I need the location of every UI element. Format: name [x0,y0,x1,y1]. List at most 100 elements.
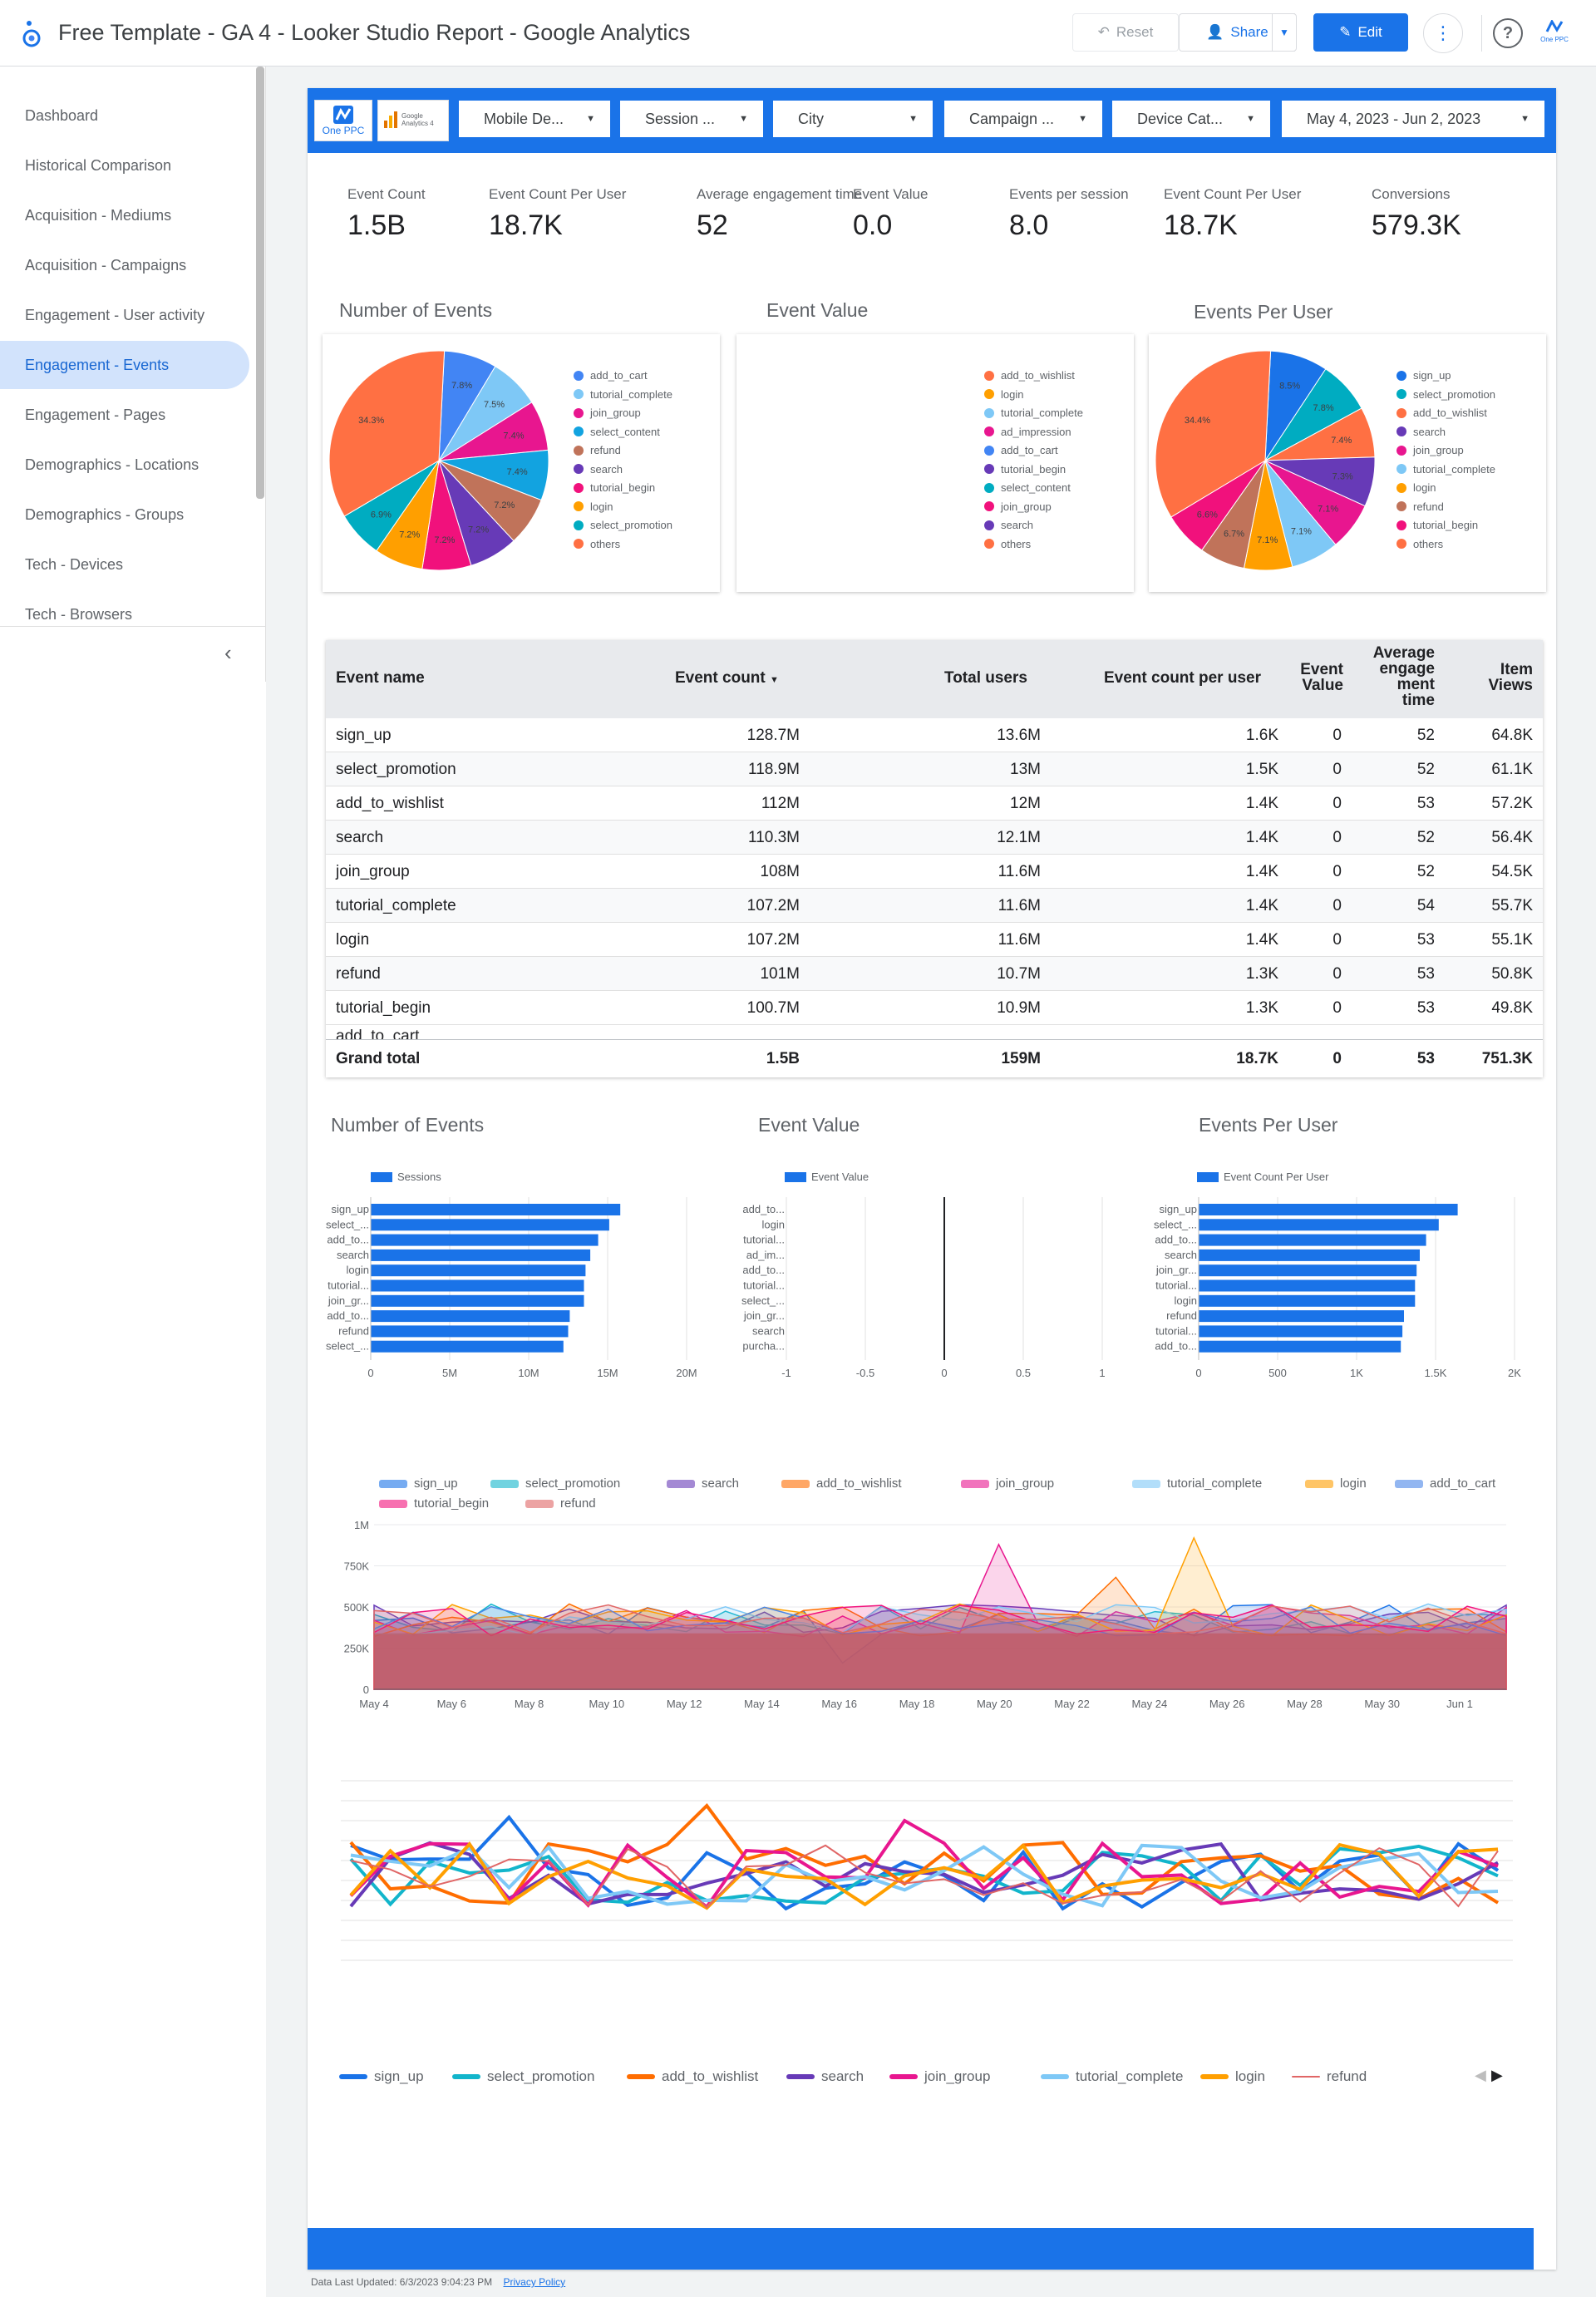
filter-city[interactable]: City ▼ [773,101,933,137]
scorecard-average-engagement-time[interactable]: Average engagement time 52 [697,186,862,242]
legend-item[interactable]: others [574,538,620,550]
help-icon[interactable]: ? [1493,18,1523,48]
legend-item[interactable]: join_group [984,500,1052,513]
line-series[interactable] [350,1843,1499,1908]
legend-item[interactable]: login [574,500,613,513]
bar-chart-events-per-user[interactable]: 0 500 1K 1.5K 2Ksign_upselect_...add_to...se… [1139,1190,1538,1398]
col-event-name[interactable]: Event name [336,669,425,687]
sidebar-item-engagement-events[interactable]: Engagement - Events [0,341,249,389]
legend-item[interactable]: search [574,463,623,476]
sidebar-item-tech-browsers[interactable]: Tech - Browsers [25,605,133,623]
legend-item[interactable]: refund [525,1496,596,1511]
table-row[interactable]: sign_up 128.7M 13.6M 1.6K 0 52 64.8K [326,718,1543,752]
bar[interactable] [371,1340,564,1353]
bar[interactable] [1199,1294,1416,1307]
pie-chart-events[interactable]: 7.8% 7.5% 7.4% 7.4% 7.2% 7.2% 7.2% 7.2% 6.9% 34.3… [323,334,720,592]
looker-studio-logo-icon[interactable] [22,18,42,48]
col-event-count[interactable]: Event count ▼ [675,670,779,688]
area-chart-events-over-time[interactable]: 0 250K 500K 750K 1M May 4 May 6 May 8 May 10 May … [308,1501,1538,1734]
legend-item[interactable]: select_content [984,481,1071,494]
scorecard-event-value[interactable]: Event Value 0.0 [853,186,928,242]
table-row[interactable]: tutorial_begin 100.7M 10.9M 1.3K 0 53 49.8K [326,991,1543,1025]
filter-mobile-device[interactable]: Mobile De... ▼ [459,101,610,137]
reset-button[interactable]: ↶ Reset [1072,13,1179,52]
pie-slice[interactable] [328,350,446,517]
bar[interactable] [1199,1264,1417,1277]
legend-item[interactable]: search [786,2068,864,2085]
line-series[interactable] [350,1844,1499,1910]
table-row[interactable]: login 107.2M 11.6M 1.4K 0 53 55.1K [326,923,1543,957]
legend-item[interactable]: select_promotion [452,2068,594,2085]
legend-next-icon[interactable]: ▶ [1491,2067,1503,2083]
sidebar-item-acquisition-mediums[interactable]: Acquisition - Mediums [25,206,172,224]
legend-item[interactable]: add_to_cart [984,444,1058,456]
pie-slice[interactable] [1155,350,1272,518]
col-total-users[interactable]: Total users [944,669,1027,687]
legend-item[interactable]: login [1305,1476,1367,1491]
legend-item[interactable]: tutorial_complete [1396,463,1495,476]
table-row[interactable]: refund 101M 10.7M 1.3K 0 53 50.8K [326,957,1543,991]
legend-item[interactable]: join_group [574,407,641,419]
scorecard-event-count-per-user-2[interactable]: Event Count Per User 18.7K [1164,186,1301,242]
bar[interactable] [371,1204,621,1215]
legend-item[interactable]: add_to_wishlist [781,1476,902,1491]
legend-item[interactable]: add_to_wishlist [984,369,1075,382]
bar[interactable] [371,1279,584,1292]
sidebar-item-demographics-groups[interactable]: Demographics - Groups [25,505,185,523]
bar[interactable] [1199,1279,1416,1292]
legend-item[interactable]: select_promotion [574,519,672,531]
legend-item[interactable]: add_to_wishlist [1396,407,1487,419]
line-series[interactable] [349,1841,1499,1910]
bar[interactable] [1199,1249,1420,1261]
legend-prev-icon[interactable]: ◀ [1475,2067,1486,2083]
legend-item[interactable]: refund [1292,2068,1367,2085]
bar[interactable] [371,1219,609,1231]
bar[interactable] [1199,1325,1403,1338]
scorecard-conversions[interactable]: Conversions 579.3K [1372,186,1461,242]
sidebar-item-engagement-pages[interactable]: Engagement - Pages [25,406,166,423]
legend-item[interactable]: select_content [574,426,660,438]
pie-chart-events-per-user[interactable]: 8.5% 7.8% 7.4% 7.3% 7.1% 7.1% 7.1% 6.7% 6.6% 34.4… [1149,334,1546,592]
legend-item[interactable]: tutorial_complete [1041,2068,1183,2085]
legend-item[interactable]: login [984,388,1023,401]
filter-session[interactable]: Session ... ▼ [620,101,763,137]
legend-item[interactable]: tutorial_begin [1396,519,1478,531]
sidebar-item-demographics-locations[interactable]: Demographics - Locations [25,456,200,473]
filter-campaign[interactable]: Campaign ... ▼ [944,101,1102,137]
legend-item[interactable]: tutorial_begin [379,1496,489,1511]
scorecard-event-count-per-user[interactable]: Event Count Per User 18.7K [489,186,626,242]
legend-item[interactable]: sign_up [339,2068,424,2085]
col-event-count-per-user[interactable]: Event count per user [1104,669,1261,687]
bar[interactable] [1199,1204,1458,1215]
legend-item[interactable]: ad_impression [984,426,1071,438]
legend-item[interactable]: select_promotion [1396,388,1495,401]
sidebar-item-dashboard[interactable]: Dashboard [25,106,99,124]
sidebar-scrollbar[interactable] [256,67,264,499]
legend-item[interactable]: search [984,519,1033,531]
bar[interactable] [371,1325,569,1338]
edit-button[interactable]: ✎ Edit [1313,13,1408,52]
scorecard-events-per-session[interactable]: Events per session 8.0 [1009,186,1129,242]
legend-item[interactable]: sign_up [379,1476,458,1491]
legend-item[interactable]: add_to_cart [1395,1476,1495,1491]
legend-item[interactable]: join_group [889,2068,990,2085]
collapse-chevron-icon[interactable]: ‹ [224,640,232,665]
legend-item[interactable]: join_group [961,1476,1054,1491]
bar[interactable] [1199,1340,1401,1353]
legend-item[interactable]: login [1396,481,1436,494]
legend-item[interactable]: tutorial_complete [1132,1476,1262,1491]
legend-item[interactable]: refund [1396,500,1444,513]
table-row[interactable]: tutorial_complete 107.2M 11.6M 1.4K 0 54 55.7K [326,889,1543,923]
bar[interactable] [1199,1234,1426,1246]
bar[interactable] [371,1264,586,1277]
pie-chart-event-value-card[interactable]: add_to_wishlist login tutorial_complete ad_… [736,334,1134,592]
col-avg-engagement-time[interactable]: Average engage ment time [1363,645,1435,708]
more-options-icon[interactable]: ⋮ [1423,13,1463,53]
sidebar-item-historical-comparison[interactable]: Historical Comparison [25,156,172,174]
bar[interactable] [1199,1310,1404,1323]
legend-item[interactable]: tutorial_begin [984,463,1066,476]
bar-chart-event-value[interactable]: -1 -0.5 0 0.5 1add_to...logintutorial...ad_i… [723,1190,1122,1398]
legend-item[interactable]: others [1396,538,1443,550]
legend-item[interactable]: refund [574,444,621,456]
sidebar-item-acquisition-campaigns[interactable]: Acquisition - Campaigns [25,256,187,274]
